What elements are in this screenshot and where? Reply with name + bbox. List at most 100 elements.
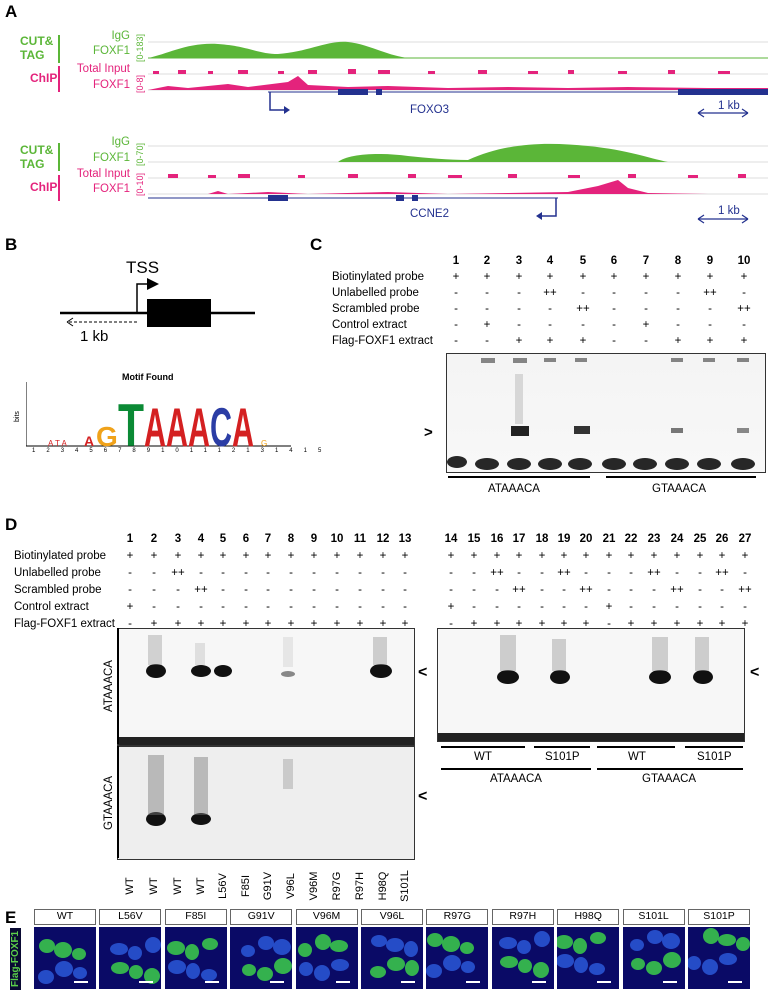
condition-symbol: + [483, 319, 491, 331]
condition-symbol: - [675, 567, 679, 579]
condition-symbol: - [358, 567, 362, 579]
condition-symbol: - [485, 303, 489, 315]
lane-number: 7 [264, 533, 272, 545]
condition-symbol: + [219, 618, 227, 630]
condition-symbol: ++ [715, 567, 729, 579]
lane-number: 18 [535, 533, 549, 545]
condition-symbol: - [176, 584, 180, 596]
group-probe-label: ATAAACA [490, 773, 542, 785]
svg-text:T: T [118, 392, 144, 452]
condition-symbol: - [644, 335, 648, 347]
condition-symbol: - [449, 567, 453, 579]
condition-symbol: - [403, 601, 407, 613]
condition-symbol: - [676, 287, 680, 299]
probe-bar [448, 476, 590, 478]
condition-symbol: - [485, 287, 489, 299]
mutant-label: F85I [164, 909, 227, 925]
microscopy-image [557, 927, 620, 989]
condition-symbol: - [517, 601, 521, 613]
panel-letter-c: C [310, 235, 323, 254]
condition-symbol: + [447, 550, 455, 562]
condition-symbol: - [358, 584, 362, 596]
lane-number: 27 [738, 533, 752, 545]
tss-label: TSS [126, 258, 160, 277]
band-arrow-2: < [418, 664, 428, 681]
condition-symbol: + [493, 618, 501, 630]
mutation-label: V96M [308, 871, 320, 901]
condition-symbol: - [244, 601, 248, 613]
condition-symbol: + [605, 601, 613, 613]
distance-label: 1 kb [80, 328, 109, 345]
row-label: Flag-FOXF1 extract [14, 618, 115, 630]
row-label: Scrambled probe [332, 303, 420, 315]
lane-number: 1 [452, 255, 460, 267]
svg-text:A: A [144, 396, 166, 452]
condition-symbol: - [403, 584, 407, 596]
condition-symbol: + [642, 271, 650, 283]
svg-text:A: A [84, 433, 94, 449]
condition-symbol: - [629, 584, 633, 596]
condition-symbol: + [310, 550, 318, 562]
condition-symbol: + [174, 550, 182, 562]
lane-number: 14 [444, 533, 458, 545]
gene-label-2: CCNE2 [410, 208, 449, 220]
lane-number: 22 [624, 533, 638, 545]
condition-symbol: - [675, 601, 679, 613]
condition-symbol: - [629, 567, 633, 579]
mutation-label: L56V [217, 873, 229, 899]
row-label: Control extract [14, 601, 89, 613]
condition-symbol: - [152, 584, 156, 596]
condition-symbol: - [454, 319, 458, 331]
condition-symbol: + [333, 618, 341, 630]
condition-symbol: + [718, 550, 726, 562]
condition-symbol: + [401, 618, 409, 630]
mutation-label: S101L [399, 870, 411, 902]
condition-symbol: - [629, 601, 633, 613]
condition-symbol: + [197, 618, 205, 630]
condition-symbol: - [244, 567, 248, 579]
lane-number: 4 [546, 255, 554, 267]
lane-number: 10 [330, 533, 344, 545]
mutation-label: F85I [240, 875, 252, 898]
condition-symbol: + [287, 550, 295, 562]
probe-bar-2 [606, 476, 756, 478]
condition-symbol: ++ [543, 287, 557, 299]
condition-symbol: + [546, 271, 554, 283]
condition-symbol: + [515, 335, 523, 347]
condition-symbol: + [287, 618, 295, 630]
lane-number: 2 [483, 255, 491, 267]
condition-symbol: - [612, 287, 616, 299]
cut-tag-label: CUT& TAG [20, 34, 54, 62]
panel-c-gel [446, 353, 766, 473]
condition-symbol: + [242, 550, 250, 562]
condition-symbol: + [650, 618, 658, 630]
lane-number: 20 [579, 533, 593, 545]
motif-title: Motif Found [122, 372, 174, 382]
igg-label: IgG [111, 30, 130, 42]
condition-symbol: - [244, 584, 248, 596]
mutation-label: WT [148, 877, 160, 895]
condition-symbol: - [517, 567, 521, 579]
mutant-label: G91V [230, 909, 293, 925]
condition-symbol: - [381, 567, 385, 579]
condition-symbol: - [312, 567, 316, 579]
condition-symbol: - [381, 601, 385, 613]
group-probe-label-2: GTAAACA [642, 773, 697, 785]
condition-symbol: - [612, 319, 616, 331]
condition-symbol: - [199, 601, 203, 613]
condition-symbol: - [472, 567, 476, 579]
condition-symbol: + [582, 550, 590, 562]
condition-symbol: - [548, 303, 552, 315]
lane-number: 26 [715, 533, 729, 545]
condition-symbol: + [579, 335, 587, 347]
condition-symbol: + [610, 271, 618, 283]
mutation-label: R97H [354, 871, 366, 901]
condition-symbol: - [607, 618, 611, 630]
condition-symbol: - [612, 335, 616, 347]
lane-number: 6 [242, 533, 250, 545]
motif-logo: Motif Found bits T A A A C A G A A T A G… [12, 372, 321, 462]
condition-symbol: + [356, 618, 364, 630]
microscopy-image [491, 927, 554, 989]
condition-symbol: - [335, 584, 339, 596]
condition-symbol: - [581, 287, 585, 299]
